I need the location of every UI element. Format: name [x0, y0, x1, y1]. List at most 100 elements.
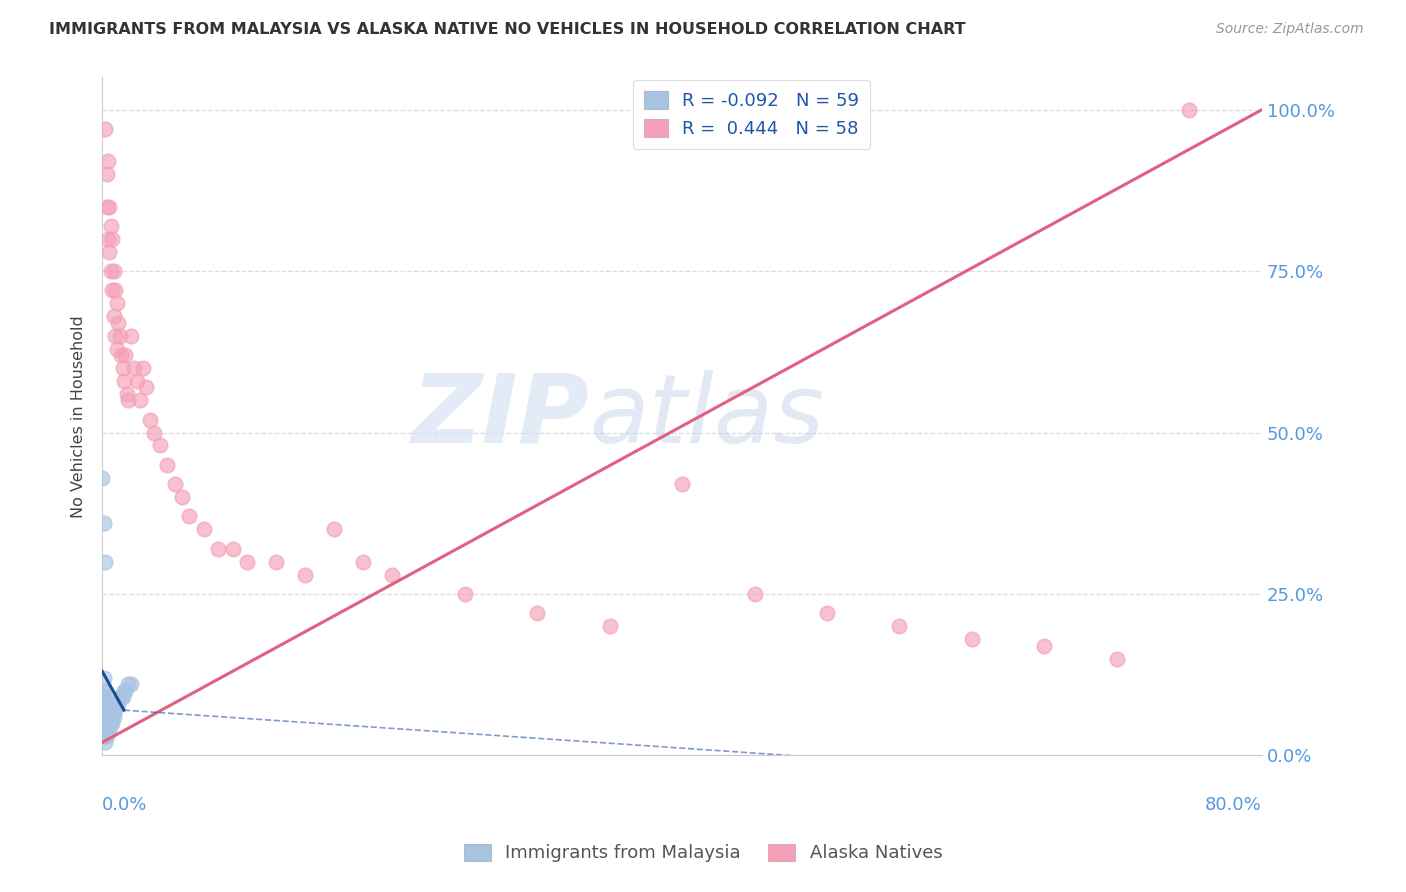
Point — [179, 509, 201, 524]
Point — [122, 361, 145, 376]
Point — [960, 632, 983, 647]
Point — [96, 697, 118, 711]
Point — [96, 709, 118, 723]
Legend: R = -0.092   N = 59, R =  0.444   N = 58: R = -0.092 N = 59, R = 0.444 N = 58 — [633, 79, 870, 149]
Point — [96, 716, 118, 731]
Point — [97, 703, 120, 717]
Point — [120, 328, 142, 343]
Text: 0.0%: 0.0% — [103, 796, 148, 814]
Point — [93, 709, 115, 723]
Point — [94, 690, 117, 705]
Point — [114, 348, 136, 362]
Point — [101, 709, 124, 723]
Point — [236, 555, 259, 569]
Point — [104, 328, 127, 343]
Point — [93, 716, 115, 731]
Point — [93, 723, 115, 737]
Point — [97, 697, 120, 711]
Point — [101, 703, 124, 717]
Point — [94, 697, 117, 711]
Point — [101, 232, 124, 246]
Point — [599, 619, 621, 633]
Point — [526, 607, 548, 621]
Point — [97, 154, 120, 169]
Text: atlas: atlas — [589, 370, 824, 463]
Point — [112, 374, 135, 388]
Point — [170, 490, 193, 504]
Point — [93, 690, 115, 705]
Point — [98, 709, 121, 723]
Point — [98, 716, 121, 731]
Point — [381, 567, 404, 582]
Point — [125, 374, 148, 388]
Point — [294, 567, 316, 582]
Point — [100, 716, 122, 731]
Point — [115, 386, 138, 401]
Point — [221, 541, 243, 556]
Point — [97, 709, 120, 723]
Point — [97, 716, 120, 731]
Point — [1178, 103, 1201, 117]
Point — [96, 167, 118, 181]
Point — [94, 703, 117, 717]
Point — [110, 348, 132, 362]
Point — [104, 703, 127, 717]
Point — [91, 716, 114, 731]
Point — [264, 555, 287, 569]
Text: Source: ZipAtlas.com: Source: ZipAtlas.com — [1216, 22, 1364, 37]
Point — [91, 709, 114, 723]
Point — [100, 219, 122, 233]
Point — [111, 361, 134, 376]
Point — [139, 412, 162, 426]
Point — [815, 607, 838, 621]
Point — [98, 200, 121, 214]
Point — [105, 296, 128, 310]
Point — [94, 122, 117, 136]
Point — [744, 587, 766, 601]
Point — [107, 316, 129, 330]
Point — [105, 342, 128, 356]
Point — [207, 541, 229, 556]
Point — [114, 683, 136, 698]
Point — [91, 697, 114, 711]
Point — [93, 697, 115, 711]
Point — [97, 723, 120, 737]
Point — [352, 555, 374, 569]
Point — [135, 380, 157, 394]
Point — [91, 703, 114, 717]
Point — [108, 328, 131, 343]
Point — [94, 555, 117, 569]
Point — [117, 677, 139, 691]
Point — [98, 244, 121, 259]
Text: IMMIGRANTS FROM MALAYSIA VS ALASKA NATIVE NO VEHICLES IN HOUSEHOLD CORRELATION C: IMMIGRANTS FROM MALAYSIA VS ALASKA NATIV… — [49, 22, 966, 37]
Y-axis label: No Vehicles in Household: No Vehicles in Household — [72, 315, 86, 517]
Point — [93, 516, 115, 530]
Point — [96, 723, 118, 737]
Point — [108, 690, 131, 705]
Point — [94, 723, 117, 737]
Point — [120, 677, 142, 691]
Point — [96, 200, 118, 214]
Point — [111, 690, 134, 705]
Point — [101, 284, 124, 298]
Point — [103, 310, 125, 324]
Point — [103, 264, 125, 278]
Point — [193, 522, 215, 536]
Point — [1105, 651, 1128, 665]
Point — [91, 683, 114, 698]
Point — [100, 709, 122, 723]
Point — [94, 735, 117, 749]
Point — [93, 671, 115, 685]
Point — [91, 471, 114, 485]
Point — [149, 438, 172, 452]
Point — [94, 716, 117, 731]
Point — [94, 709, 117, 723]
Point — [1033, 639, 1056, 653]
Point — [93, 729, 115, 743]
Point — [143, 425, 166, 440]
Point — [156, 458, 179, 472]
Point — [110, 690, 132, 705]
Point — [453, 587, 475, 601]
Point — [107, 697, 129, 711]
Point — [93, 703, 115, 717]
